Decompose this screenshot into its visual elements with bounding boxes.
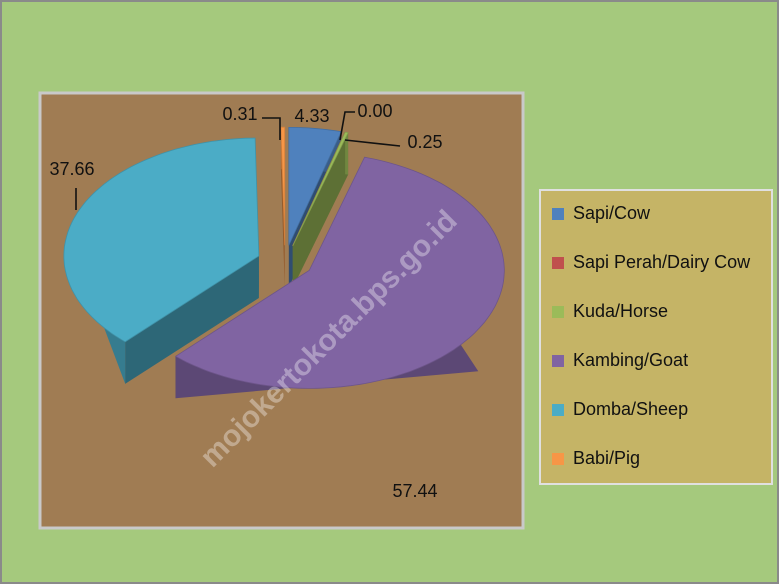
slice: [63, 137, 260, 343]
legend-swatch: [552, 355, 564, 367]
leader-line: [339, 111, 355, 141]
data-label: 0.31: [222, 104, 257, 124]
slice: [174, 156, 505, 389]
leader-line: [262, 117, 281, 140]
slice-side: [292, 132, 349, 288]
legend: Sapi/Cow Sapi Perah/Dairy Cow Kuda/Horse Ka…: [552, 203, 751, 468]
legend-label: Domba/Sheep: [573, 399, 688, 419]
slice-side: [345, 132, 349, 175]
legend-label: Babi/Pig: [573, 448, 640, 468]
legend-box: [539, 189, 773, 485]
legend-label: Sapi Perah/Dairy Cow: [573, 252, 751, 272]
legend-swatch: [552, 453, 564, 465]
leader-lines: [75, 111, 401, 210]
slice: [292, 131, 349, 288]
labels: 4.33 0.00 0.25 57.44 37.66 0.31: [49, 101, 442, 501]
slice: [174, 156, 505, 399]
legend-label: Kuda/Horse: [573, 301, 668, 321]
data-label: 37.66: [49, 159, 94, 179]
data-label: 57.44: [392, 481, 437, 501]
slice: [280, 126, 286, 288]
leader-line: [344, 139, 401, 147]
slice: [288, 127, 342, 246]
legend-swatch: [552, 257, 564, 269]
legend-swatch: [552, 208, 564, 220]
slice: [280, 126, 286, 246]
data-label: 0.00: [357, 101, 392, 121]
data-label: 4.33: [294, 106, 329, 126]
legend-swatch: [552, 306, 564, 318]
slice: [63, 137, 260, 384]
legend-label: Sapi/Cow: [573, 203, 651, 223]
slice-side: [125, 255, 259, 384]
legend-label: Kambing/Goat: [573, 350, 688, 370]
data-label: 0.25: [407, 132, 442, 152]
slice: [292, 131, 349, 247]
legend-swatch: [552, 404, 564, 416]
pie: [63, 126, 505, 399]
